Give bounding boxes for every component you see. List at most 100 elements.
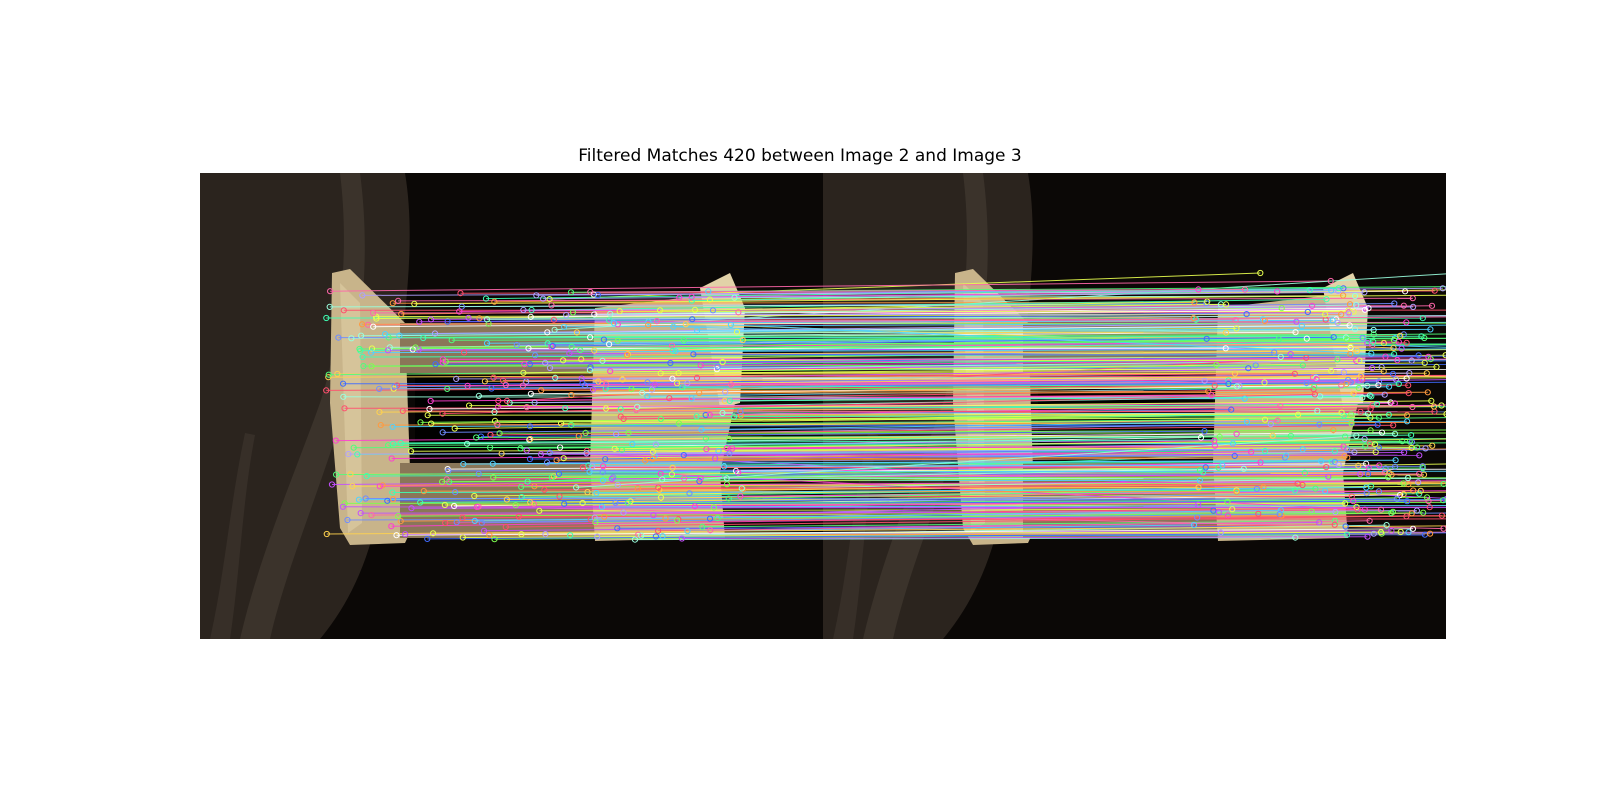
keypoint-left bbox=[607, 310, 614, 317]
keypoint-right bbox=[1340, 369, 1348, 376]
keypoint-left bbox=[735, 309, 742, 316]
keypoint-left bbox=[490, 474, 497, 481]
keypoint-right bbox=[1338, 311, 1345, 318]
match-line bbox=[376, 313, 1326, 318]
keypoint-right bbox=[1362, 443, 1369, 450]
keypoint-right bbox=[1224, 512, 1232, 519]
keypoint-left bbox=[448, 337, 455, 344]
keypoint-right bbox=[1275, 336, 1282, 343]
keypoint-left bbox=[384, 347, 392, 354]
keypoint-left bbox=[680, 337, 687, 344]
keypoint-left bbox=[693, 374, 701, 381]
keypoint-left bbox=[639, 389, 646, 396]
keypoint-right bbox=[1408, 357, 1415, 364]
keypoint-left bbox=[368, 363, 375, 370]
keypoint-right bbox=[1421, 359, 1428, 366]
keypoint-right bbox=[1399, 438, 1406, 445]
keypoint-left bbox=[560, 357, 567, 364]
keypoint-left bbox=[669, 347, 676, 354]
keypoint-left bbox=[389, 423, 396, 430]
keypoint-left bbox=[325, 371, 332, 378]
keypoint-right bbox=[1225, 380, 1232, 388]
keypoint-right bbox=[1390, 336, 1398, 344]
keypoint-left bbox=[347, 471, 354, 478]
keypoint-right bbox=[1311, 383, 1318, 390]
keypoint-right bbox=[1425, 353, 1432, 360]
keypoint-left bbox=[624, 351, 631, 358]
keypoint-left bbox=[550, 316, 557, 323]
keypoint-right bbox=[1195, 484, 1202, 491]
keypoint-left bbox=[441, 501, 448, 509]
keypoint-left bbox=[577, 347, 584, 354]
keypoint-left bbox=[678, 535, 685, 542]
keypoint-left bbox=[722, 473, 729, 480]
keypoint-right bbox=[1385, 411, 1393, 418]
keypoint-right bbox=[1438, 402, 1445, 409]
keypoint-right bbox=[1328, 367, 1335, 374]
keypoint-right bbox=[1342, 433, 1349, 440]
keypoint-left bbox=[652, 441, 659, 448]
match-line bbox=[681, 536, 1368, 539]
match-line bbox=[554, 273, 1446, 331]
keypoint-left bbox=[390, 440, 397, 447]
keypoint-left bbox=[368, 345, 376, 352]
keypoint-left bbox=[730, 413, 738, 420]
keypoint-right bbox=[1347, 343, 1354, 351]
keypoint-left bbox=[376, 483, 383, 490]
keypoint-left bbox=[561, 500, 568, 507]
keypoint-right bbox=[1391, 430, 1399, 437]
keypoint-right bbox=[1195, 286, 1202, 293]
keypoint-left bbox=[607, 368, 614, 375]
keypoint-left bbox=[495, 397, 502, 404]
match-line bbox=[672, 341, 1374, 352]
keypoint-left bbox=[475, 470, 482, 477]
keypoint-left bbox=[376, 409, 383, 416]
keypoint-right bbox=[1331, 517, 1339, 525]
keypoint-right bbox=[1245, 365, 1252, 372]
keypoint-right bbox=[1371, 441, 1379, 448]
keypoint-left bbox=[389, 300, 396, 307]
keypoint-left bbox=[417, 419, 424, 426]
keypoint-right bbox=[1233, 325, 1240, 332]
keypoint-left bbox=[659, 533, 666, 540]
keypoint-right bbox=[1241, 286, 1249, 293]
keypoint-left bbox=[634, 485, 641, 492]
keypoint-left bbox=[373, 315, 380, 322]
keypoint-left bbox=[714, 515, 721, 522]
keypoint-left bbox=[649, 455, 656, 462]
keypoint-left bbox=[341, 500, 348, 507]
keypoint-right bbox=[1366, 517, 1373, 524]
match-line bbox=[463, 459, 1396, 465]
keypoint-right bbox=[1348, 420, 1355, 427]
keypoint-right bbox=[1409, 525, 1417, 532]
keypoint-left bbox=[513, 341, 520, 349]
keypoint-left bbox=[537, 451, 545, 458]
keypoint-left bbox=[611, 445, 618, 452]
keypoint-right bbox=[1423, 370, 1430, 377]
keypoint-left bbox=[602, 456, 609, 463]
keypoint-left bbox=[600, 336, 607, 343]
keypoint-right bbox=[1231, 452, 1238, 459]
keypoint-left bbox=[496, 430, 503, 437]
keypoint-left bbox=[546, 449, 553, 456]
keypoint-right bbox=[1353, 503, 1360, 510]
keypoint-left bbox=[365, 321, 372, 328]
keypoint-left bbox=[583, 450, 590, 457]
keypoint-right bbox=[1351, 326, 1359, 333]
keypoint-right bbox=[1334, 319, 1341, 326]
keypoint-right bbox=[1363, 490, 1370, 497]
keypoint-right bbox=[1283, 452, 1290, 459]
keypoint-left bbox=[332, 437, 339, 444]
keypoint-left bbox=[594, 533, 601, 540]
keypoint-left bbox=[614, 481, 621, 488]
keypoint-right bbox=[1408, 444, 1415, 451]
keypoint-right bbox=[1440, 525, 1446, 532]
match-line bbox=[699, 391, 1428, 394]
keypoint-right bbox=[1201, 377, 1208, 384]
match-line bbox=[540, 453, 1420, 456]
match-line bbox=[701, 421, 1248, 431]
keypoint-left bbox=[591, 347, 598, 354]
keypoint-left bbox=[616, 308, 623, 315]
keypoint-left bbox=[521, 361, 528, 368]
keypoint-right bbox=[1195, 501, 1202, 508]
